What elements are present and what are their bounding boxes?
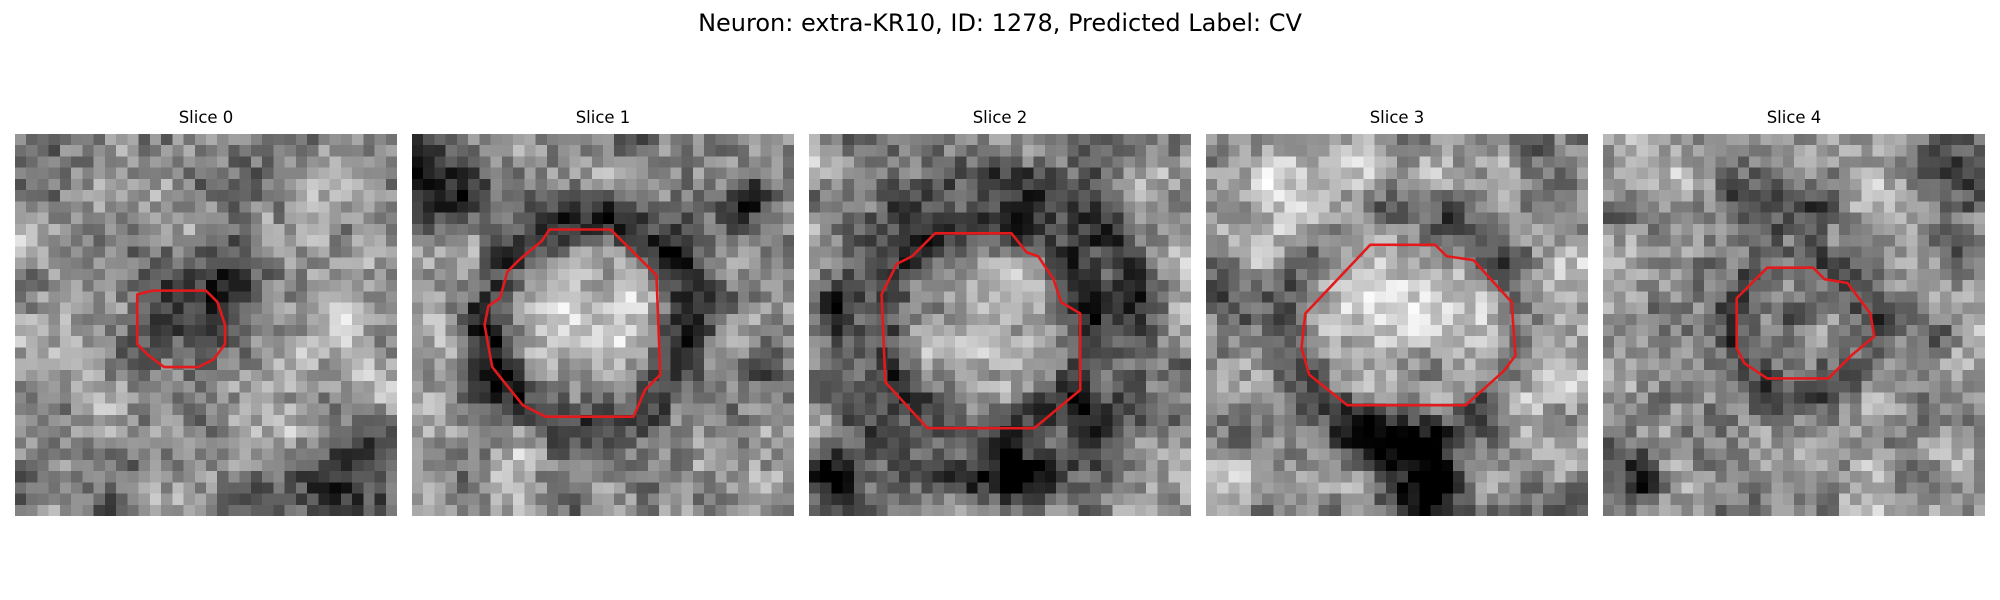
slice-panel-0: Slice 0 — [15, 108, 397, 516]
slice-2-title: Slice 2 — [972, 108, 1028, 127]
slice-2-roi-outline — [882, 233, 1081, 428]
slice-4-roi-outline — [1737, 268, 1875, 379]
slice-4-image — [1603, 134, 1985, 516]
slice-0-roi-outline — [137, 291, 225, 367]
slice-panel-2: Slice 2 — [809, 108, 1191, 516]
slice-1-roi-overlay — [412, 134, 794, 516]
slice-1-roi-outline — [485, 230, 661, 417]
slice-panel-1: Slice 1 — [412, 108, 794, 516]
slice-0-title: Slice 0 — [178, 108, 234, 127]
slice-2-roi-overlay — [809, 134, 1191, 516]
slice-4-roi-overlay — [1603, 134, 1985, 516]
slice-panel-4: Slice 4 — [1603, 108, 1985, 516]
slice-1-title: Slice 1 — [575, 108, 631, 127]
slice-2-image — [809, 134, 1191, 516]
slice-4-title: Slice 4 — [1766, 108, 1822, 127]
slice-3-image — [1206, 134, 1588, 516]
slice-1-image — [412, 134, 794, 516]
slice-3-roi-overlay — [1206, 134, 1588, 516]
slice-0-roi-overlay — [15, 134, 397, 516]
figure-title: Neuron: extra-KR10, ID: 1278, Predicted … — [698, 9, 1302, 37]
slice-0-image — [15, 134, 397, 516]
slice-3-roi-outline — [1302, 245, 1516, 405]
slice-3-title: Slice 3 — [1369, 108, 1425, 127]
slice-panel-3: Slice 3 — [1206, 108, 1588, 516]
